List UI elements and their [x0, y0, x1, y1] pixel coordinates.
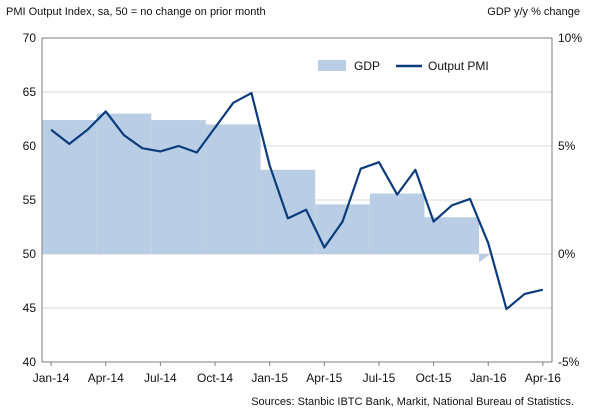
legend-gdp-swatch — [318, 60, 346, 71]
gdp-area — [151, 120, 206, 254]
x-tick-label: Apr-15 — [306, 371, 342, 385]
legend-pmi-label: Output PMI — [428, 59, 489, 73]
x-tick-label: Oct-14 — [197, 371, 233, 385]
y-left-tick-label: 60 — [23, 139, 37, 153]
x-tick-label: Jan-15 — [251, 371, 288, 385]
legend-gdp-label: GDP — [354, 59, 380, 73]
y-left-tick-label: 40 — [23, 355, 37, 369]
gdp-area — [96, 113, 152, 254]
x-tick-label: Jul-15 — [363, 371, 396, 385]
y-right-tick-label: 5% — [558, 139, 576, 153]
x-tick-label: Jan-14 — [33, 371, 70, 385]
left-axis-title: PMI Output Index, sa, 50 = no change on … — [6, 6, 266, 18]
source-note: Sources: Stanbic IBTC Bank, Markit, Nati… — [251, 396, 574, 408]
y-left-tick-label: 45 — [23, 301, 37, 315]
y-left-tick-label: 55 — [23, 193, 37, 207]
gdp-area — [42, 120, 97, 254]
x-tick-label: Apr-16 — [525, 371, 561, 385]
y-left-tick-label: 50 — [23, 247, 37, 261]
x-tick-label: Jul-14 — [144, 371, 177, 385]
y-right-tick-label: 10% — [558, 31, 582, 45]
y-left-tick-label: 65 — [23, 85, 37, 99]
x-tick-label: Apr-14 — [88, 371, 124, 385]
y-right-tick-label: -5% — [558, 355, 580, 369]
plot-frame — [41, 37, 553, 363]
gdp-area — [205, 124, 261, 255]
gdp-area — [369, 193, 425, 254]
y-left-tick-label: 70 — [23, 31, 37, 45]
y-right-tick-label: 0% — [558, 247, 576, 261]
x-tick-label: Jan-16 — [470, 371, 507, 385]
pmi-line — [50, 91, 544, 311]
gdp-area — [479, 254, 491, 263]
gdp-area — [424, 217, 480, 254]
right-axis-title: GDP y/y % change — [487, 6, 580, 18]
x-tick-label: Oct-15 — [416, 371, 452, 385]
